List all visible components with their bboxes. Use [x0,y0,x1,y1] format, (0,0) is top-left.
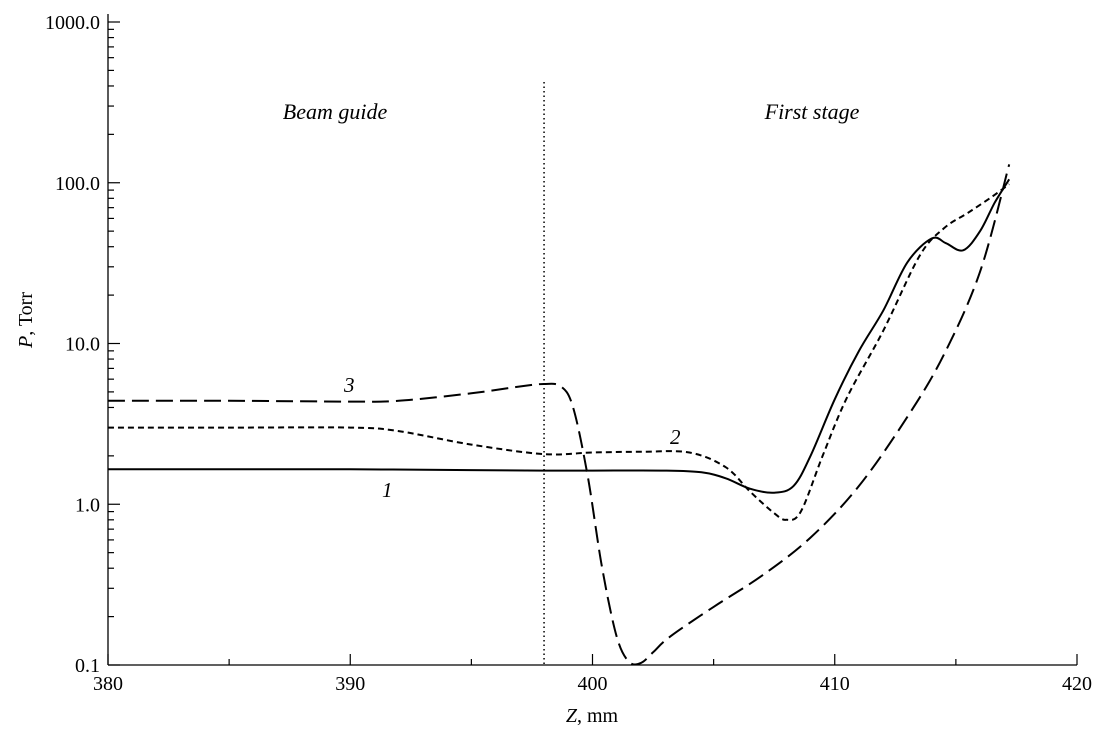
y-axis-variable: P [15,336,37,349]
x-axis-unit: , mm [577,705,619,727]
y-axis-unit: , Torr [15,292,37,336]
series-1-line [108,178,1011,494]
ticks-layer: 380 390 400 410 420 0.1 1.0 10.0 100.0 1000.0 [45,12,1092,695]
x-tick-label: 400 [578,673,608,695]
y-axis-label: P, Torr [15,292,37,349]
x-tick-label: 380 [93,673,123,695]
curve-label-1: 1 [382,478,393,502]
axes-layer [107,14,1077,666]
curve-label-2: 2 [670,425,681,449]
y-tick-label: 100.0 [55,173,100,195]
region-label-first-stage: First stage [764,99,860,124]
y-tick-label: 10.0 [65,334,100,356]
series-2-line [107,183,1010,521]
region-label-beam-guide: Beam guide [283,99,388,124]
x-axis-label: Z, mm [566,705,619,727]
y-tick-label: 1.0 [75,494,100,516]
x-axis-variable: Z [566,705,578,727]
series-layer [107,164,1011,666]
y-tick-label: 1000.0 [45,12,100,34]
curve-label-3: 3 [343,373,355,397]
x-tick-label: 420 [1062,673,1092,695]
x-tick-label: 390 [335,673,365,695]
x-tick-label: 410 [820,673,850,695]
series-3-line [107,164,1011,666]
y-tick-label: 0.1 [75,655,100,677]
